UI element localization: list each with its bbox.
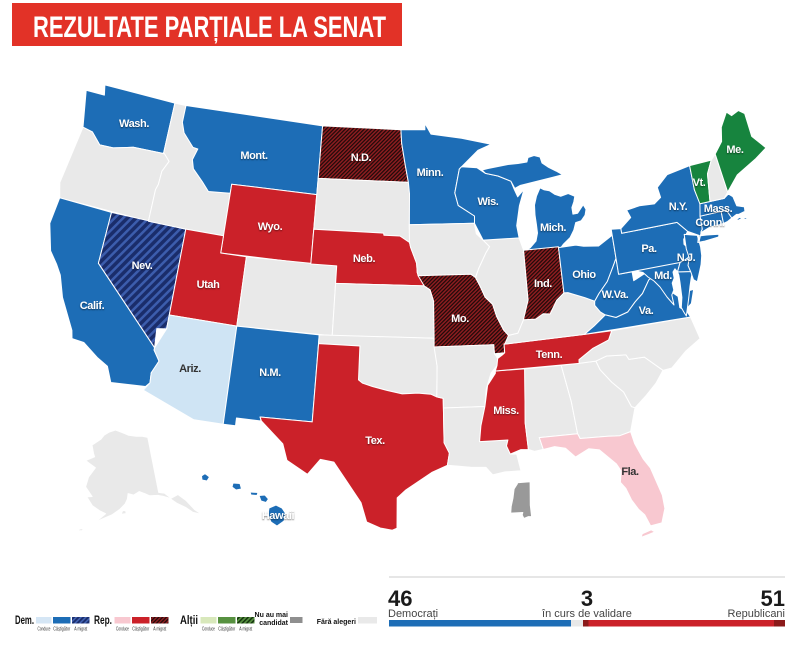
svg-text:N.M.: N.M. [259, 367, 281, 379]
svg-text:Md.: Md. [654, 270, 672, 282]
svg-text:N.D.: N.D. [351, 152, 372, 164]
svg-text:W.Va.: W.Va. [602, 289, 629, 301]
svg-text:Democrați: Democrați [388, 608, 438, 620]
svg-text:Minn.: Minn. [417, 167, 444, 179]
svg-text:Wis.: Wis. [478, 196, 499, 208]
svg-text:Fla.: Fla. [621, 466, 639, 478]
svg-text:REZULTATE PARȚIALE LA SENAT: REZULTATE PARȚIALE LA SENAT [33, 11, 386, 44]
svg-text:Câștigător: Câștigător [218, 627, 235, 633]
svg-text:Câștigător: Câștigător [132, 627, 149, 633]
svg-text:Ariz.: Ariz. [179, 363, 201, 375]
svg-text:Alții: Alții [180, 613, 198, 627]
svg-text:Ohio: Ohio [572, 269, 596, 281]
svg-text:Utah: Utah [197, 279, 221, 291]
svg-text:Mich.: Mich. [540, 222, 566, 234]
svg-text:Mass.: Mass. [704, 203, 733, 215]
svg-text:Dem.: Dem. [15, 613, 34, 627]
svg-text:Pa.: Pa. [641, 243, 657, 255]
svg-text:Conduce: Conduce [202, 627, 215, 633]
svg-text:Mont.: Mont. [240, 150, 268, 162]
svg-text:A migrat: A migrat [239, 627, 252, 633]
svg-text:Wyo.: Wyo. [258, 221, 283, 233]
svg-text:Conduce: Conduce [116, 627, 129, 633]
svg-text:Conduce: Conduce [38, 627, 51, 633]
svg-text:Republicani: Republicani [728, 608, 785, 620]
svg-text:A migrat: A migrat [74, 627, 87, 633]
svg-text:Nu au mai: Nu au mai [255, 612, 289, 619]
svg-text:Tenn.: Tenn. [536, 349, 563, 361]
svg-text:Vt.: Vt. [693, 177, 706, 189]
svg-text:Va.: Va. [639, 305, 654, 317]
svg-text:în curs de validare: în curs de validare [541, 608, 632, 620]
svg-text:46: 46 [388, 586, 412, 611]
svg-text:Tex.: Tex. [365, 435, 385, 447]
svg-text:Fără alegeri: Fără alegeri [317, 619, 356, 626]
svg-text:Hawaii: Hawaii [262, 510, 295, 522]
svg-text:3: 3 [581, 586, 593, 611]
svg-text:Conn.: Conn. [695, 217, 725, 229]
svg-text:Calif.: Calif. [80, 300, 105, 312]
svg-text:Nev.: Nev. [132, 260, 153, 272]
svg-text:Me.: Me. [726, 144, 743, 156]
svg-text:Wash.: Wash. [119, 118, 149, 130]
svg-text:A migrat: A migrat [153, 627, 166, 633]
svg-text:candidat: candidat [259, 620, 288, 627]
svg-text:Mo.: Mo. [451, 313, 469, 325]
svg-text:N.J.: N.J. [677, 252, 696, 264]
svg-text:Miss.: Miss. [493, 405, 519, 417]
svg-text:51: 51 [761, 586, 785, 611]
svg-text:N.Y.: N.Y. [669, 201, 688, 213]
svg-text:Câștigător: Câștigător [53, 627, 70, 633]
svg-text:Rep.: Rep. [94, 613, 112, 627]
svg-text:Ind.: Ind. [534, 278, 552, 290]
svg-text:Neb.: Neb. [353, 253, 376, 265]
